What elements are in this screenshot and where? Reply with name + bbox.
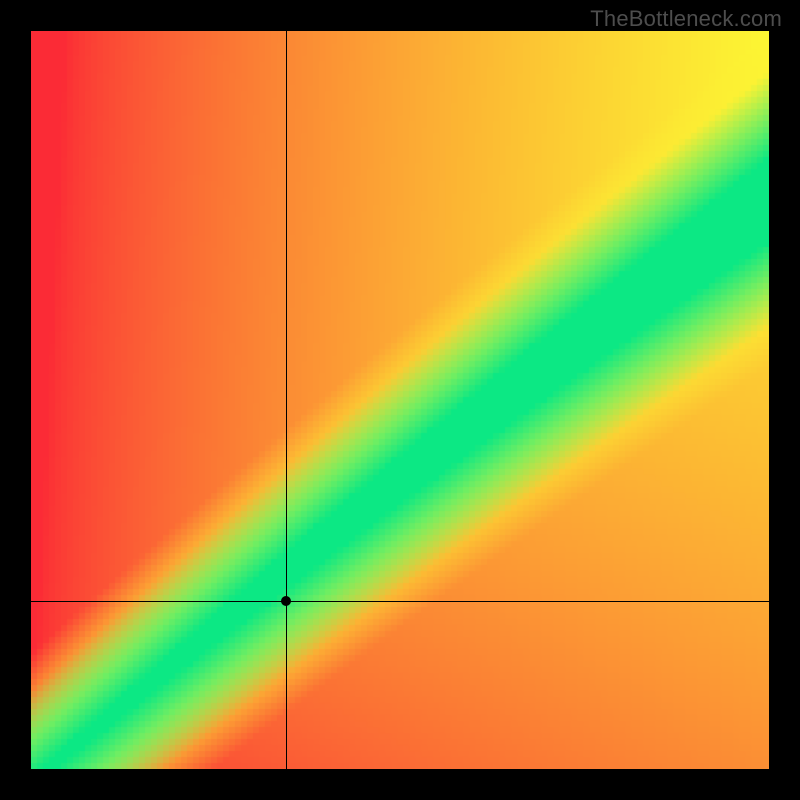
watermark-text: TheBottleneck.com (590, 6, 782, 32)
heatmap-plot-area (31, 31, 769, 769)
heatmap-canvas (31, 31, 769, 769)
crosshair-marker (281, 596, 291, 606)
crosshair-vertical (286, 31, 287, 769)
crosshair-horizontal (31, 601, 769, 602)
chart-container: TheBottleneck.com (0, 0, 800, 800)
